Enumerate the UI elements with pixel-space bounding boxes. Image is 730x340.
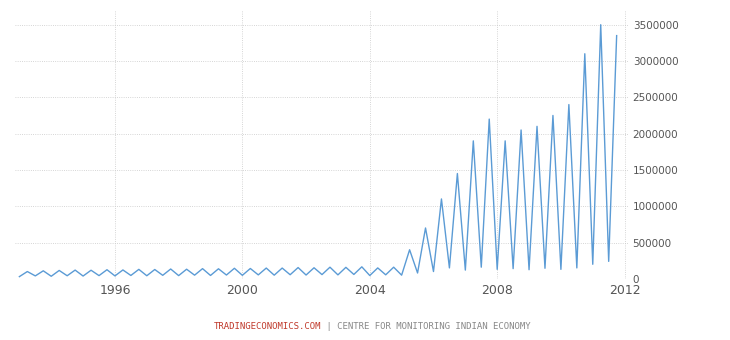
Text: | CENTRE FOR MONITORING INDIAN ECONOMY: | CENTRE FOR MONITORING INDIAN ECONOMY bbox=[321, 322, 531, 331]
Text: TRADINGECONOMICS.COM: TRADINGECONOMICS.COM bbox=[214, 322, 321, 331]
